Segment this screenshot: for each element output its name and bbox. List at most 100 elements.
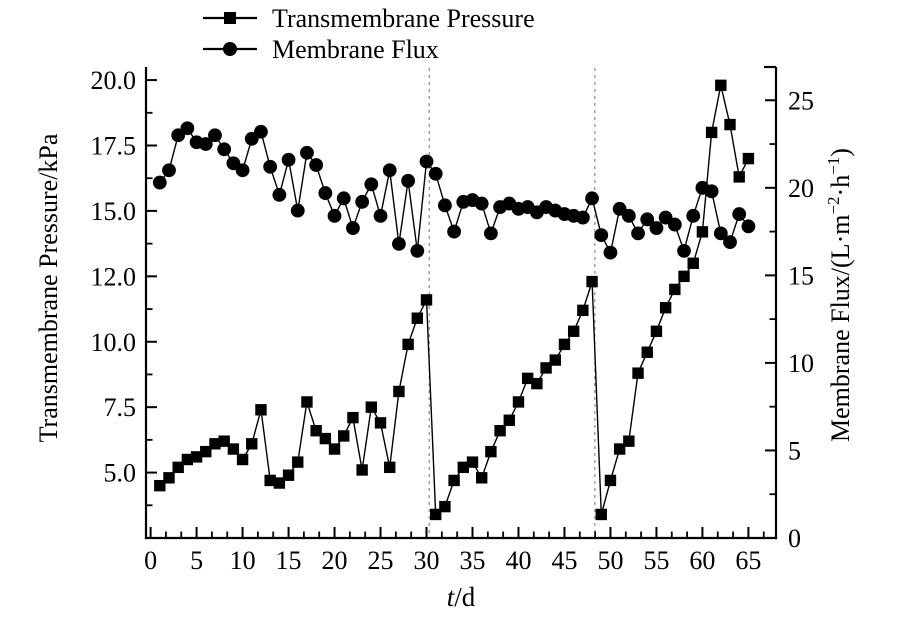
series-flux-marker <box>290 203 305 218</box>
series-flux-marker <box>217 142 232 157</box>
series-pressure-marker <box>246 438 258 450</box>
series-flux-marker <box>594 228 609 242</box>
series-flux-marker <box>336 191 351 206</box>
left-tick-label: 5.0 <box>104 459 137 488</box>
series-flux-marker <box>382 163 397 178</box>
left-tick-label: 15.0 <box>91 197 137 226</box>
series-flux-marker <box>667 217 682 232</box>
series-pressure-marker <box>595 508 607 521</box>
series-flux-marker <box>254 124 268 139</box>
series-flux-marker <box>447 224 462 239</box>
series-pressure-marker <box>577 304 589 317</box>
series-pressure-marker <box>531 377 543 390</box>
right-tick-label: 15 <box>788 261 814 290</box>
x-tick-label: 45 <box>551 546 577 575</box>
series-pressure-marker <box>650 325 663 337</box>
left-tick-label: 17.5 <box>91 132 137 161</box>
series-pressure-marker <box>292 456 304 468</box>
series-flux-marker <box>355 194 370 209</box>
series-flux-marker <box>272 187 287 202</box>
series-pressure-marker <box>448 474 460 487</box>
series-pressure-marker <box>715 79 727 92</box>
series-pressure-marker <box>163 472 175 484</box>
series-flux-marker <box>621 208 636 223</box>
series-pressure-marker <box>172 461 184 474</box>
series-pressure-marker <box>430 508 442 521</box>
series-pressure-marker <box>466 456 479 468</box>
series-pressure-marker <box>567 325 580 337</box>
series-flux-marker <box>686 208 701 223</box>
series-pressure-marker <box>338 430 350 442</box>
series-pressure-marker <box>494 425 506 437</box>
series-pressure-marker <box>264 474 276 487</box>
x-axis-title: t/d <box>447 582 476 612</box>
series-flux-marker <box>631 226 645 241</box>
series-pressure-marker <box>384 461 396 474</box>
left-tick-label: 7.5 <box>104 393 137 422</box>
left-tick-label: 20.0 <box>91 66 137 95</box>
series-flux-marker <box>373 208 388 223</box>
series-pressure-marker <box>742 152 755 165</box>
series-flux-marker <box>162 163 176 178</box>
series-flux-marker <box>327 208 342 223</box>
series-flux-marker <box>575 210 590 225</box>
series-flux-marker <box>318 186 333 200</box>
series-pressure-marker <box>209 438 221 450</box>
series-pressure-marker <box>485 445 497 458</box>
x-tick-label: 55 <box>643 546 669 575</box>
x-tick-label: 60 <box>689 546 715 575</box>
series-pressure-marker <box>255 404 267 416</box>
series-pressure-marker <box>301 396 313 408</box>
series-pressure-marker <box>503 414 515 426</box>
right-tick-label: 10 <box>788 349 814 378</box>
series-pressure-marker <box>457 461 469 474</box>
x-tick-label: 65 <box>735 546 761 575</box>
series-flux-marker <box>723 235 737 249</box>
series-flux-marker <box>410 243 425 258</box>
series-pressure-marker <box>200 445 212 458</box>
x-tick-label: 50 <box>597 546 623 575</box>
x-tick-label: 25 <box>368 546 394 575</box>
series-flux-marker <box>585 191 599 206</box>
series-pressure-marker <box>724 118 736 131</box>
series-pressure-marker <box>475 472 488 484</box>
x-tick-label: 15 <box>276 546 302 575</box>
series-pressure-marker <box>632 367 644 379</box>
x-tick-label: 20 <box>322 546 348 575</box>
series-pressure-marker <box>328 443 341 455</box>
series-pressure-marker <box>319 432 332 445</box>
series-pressure-marker <box>374 417 387 429</box>
series-flux-marker <box>263 159 278 174</box>
legend-square-marker-icon <box>224 12 236 24</box>
series-pressure-marker <box>687 257 699 269</box>
left-axis-title: Transmembrane Pressure/kPa <box>34 133 63 442</box>
series-pressure-marker <box>365 401 378 413</box>
series-pressure-marker <box>402 338 414 351</box>
series-pressure-marker <box>604 474 617 487</box>
series-flux-marker <box>198 137 213 151</box>
series-flux-marker <box>208 128 222 143</box>
series-pressure-marker <box>227 443 240 455</box>
left-tick-label: 10.0 <box>91 328 137 357</box>
series-flux-marker <box>392 236 406 251</box>
series-flux-marker <box>419 154 434 169</box>
series-pressure-marker <box>347 411 359 424</box>
series-pressure-marker <box>733 171 745 183</box>
series-pressure-marker <box>420 294 433 306</box>
series-flux-marker <box>346 221 360 235</box>
right-tick-label: 0 <box>788 524 801 553</box>
series-pressure-marker <box>181 453 194 466</box>
series-flux-marker <box>180 121 195 136</box>
right-axis-title: Membrane Flux/(L·m−2·h−1) <box>824 148 855 442</box>
series-pressure-marker <box>641 346 653 358</box>
series-pressure-marker <box>558 338 571 351</box>
series-pressure-marker <box>310 425 322 437</box>
series-flux-marker <box>438 198 452 213</box>
series-pressure-marker <box>190 451 203 463</box>
series-flux-marker <box>152 175 167 190</box>
series-pressure-marker <box>705 126 718 139</box>
series-pressure-marker <box>512 396 525 408</box>
right-tick-label: 20 <box>788 174 814 203</box>
series-flux-marker <box>474 196 489 211</box>
series-pressure-marker <box>623 435 635 447</box>
